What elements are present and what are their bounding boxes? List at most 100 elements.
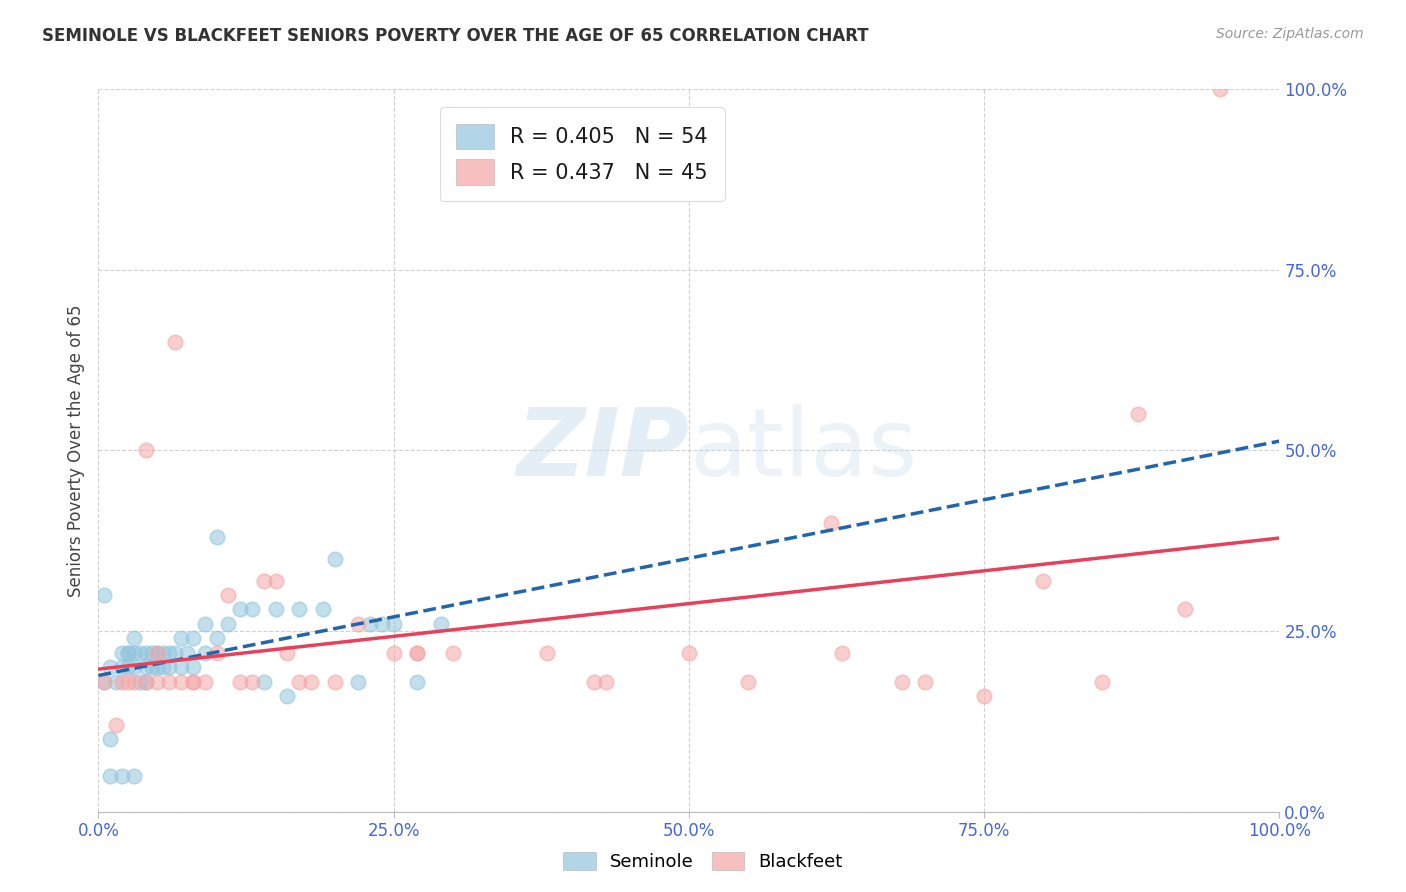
Point — [371, 616, 394, 631]
Point — [217, 588, 239, 602]
Point — [135, 674, 157, 689]
Point — [820, 516, 842, 530]
Point — [382, 616, 405, 631]
Point — [117, 646, 139, 660]
Point — [583, 674, 606, 689]
Point — [93, 674, 115, 689]
Point — [441, 646, 464, 660]
Point — [205, 632, 228, 646]
Point — [152, 646, 174, 660]
Point — [170, 660, 193, 674]
Legend: Seminole, Blackfeet: Seminole, Blackfeet — [555, 845, 851, 879]
Point — [146, 646, 169, 660]
Point — [122, 660, 145, 674]
Point — [146, 674, 169, 689]
Point — [240, 602, 263, 616]
Point — [157, 674, 180, 689]
Text: atlas: atlas — [689, 404, 917, 497]
Text: ZIP: ZIP — [516, 404, 689, 497]
Point — [98, 769, 121, 783]
Point — [406, 646, 429, 660]
Point — [128, 674, 150, 689]
Point — [135, 674, 157, 689]
Point — [288, 674, 311, 689]
Point — [122, 769, 145, 783]
Y-axis label: Seniors Poverty Over the Age of 65: Seniors Poverty Over the Age of 65 — [66, 304, 84, 597]
Point — [122, 646, 145, 660]
Point — [831, 646, 853, 660]
Point — [157, 660, 180, 674]
Point — [1126, 407, 1149, 421]
Point — [98, 660, 121, 674]
Point — [595, 674, 617, 689]
Point — [117, 646, 139, 660]
Point — [122, 674, 145, 689]
Point — [165, 646, 187, 660]
Point — [181, 660, 204, 674]
Point — [323, 674, 346, 689]
Point — [111, 674, 134, 689]
Point — [1209, 82, 1232, 96]
Point — [146, 660, 169, 674]
Point — [128, 646, 150, 660]
Point — [264, 574, 287, 588]
Point — [737, 674, 759, 689]
Point — [170, 632, 193, 646]
Point — [111, 646, 134, 660]
Point — [406, 646, 429, 660]
Point — [135, 660, 157, 674]
Point — [93, 674, 115, 689]
Point — [170, 674, 193, 689]
Point — [914, 674, 936, 689]
Point — [359, 616, 381, 631]
Point — [347, 674, 370, 689]
Point — [181, 632, 204, 646]
Point — [299, 674, 322, 689]
Point — [276, 689, 298, 703]
Point — [1032, 574, 1054, 588]
Point — [890, 674, 912, 689]
Point — [117, 674, 139, 689]
Point — [141, 660, 163, 674]
Point — [406, 674, 429, 689]
Legend: R = 0.405   N = 54, R = 0.437   N = 45: R = 0.405 N = 54, R = 0.437 N = 45 — [440, 107, 724, 202]
Point — [152, 660, 174, 674]
Point — [1091, 674, 1114, 689]
Point — [122, 632, 145, 646]
Point — [105, 674, 128, 689]
Point — [93, 588, 115, 602]
Point — [181, 674, 204, 689]
Point — [264, 602, 287, 616]
Point — [288, 602, 311, 616]
Point — [157, 646, 180, 660]
Point — [229, 674, 252, 689]
Point — [323, 551, 346, 566]
Point — [111, 769, 134, 783]
Point — [194, 674, 217, 689]
Point — [973, 689, 995, 703]
Point — [229, 602, 252, 616]
Point — [176, 646, 198, 660]
Point — [194, 646, 217, 660]
Point — [146, 646, 169, 660]
Point — [253, 574, 276, 588]
Point — [98, 732, 121, 747]
Point — [382, 646, 405, 660]
Point — [205, 646, 228, 660]
Point — [217, 616, 239, 631]
Point — [1174, 602, 1197, 616]
Point — [165, 334, 187, 349]
Point — [117, 660, 139, 674]
Text: SEMINOLE VS BLACKFEET SENIORS POVERTY OVER THE AGE OF 65 CORRELATION CHART: SEMINOLE VS BLACKFEET SENIORS POVERTY OV… — [42, 27, 869, 45]
Point — [240, 674, 263, 689]
Point — [678, 646, 700, 660]
Point — [347, 616, 370, 631]
Point — [135, 646, 157, 660]
Point — [312, 602, 335, 616]
Point — [135, 443, 157, 458]
Point — [111, 660, 134, 674]
Point — [181, 674, 204, 689]
Point — [430, 616, 453, 631]
Text: Source: ZipAtlas.com: Source: ZipAtlas.com — [1216, 27, 1364, 41]
Point — [105, 718, 128, 732]
